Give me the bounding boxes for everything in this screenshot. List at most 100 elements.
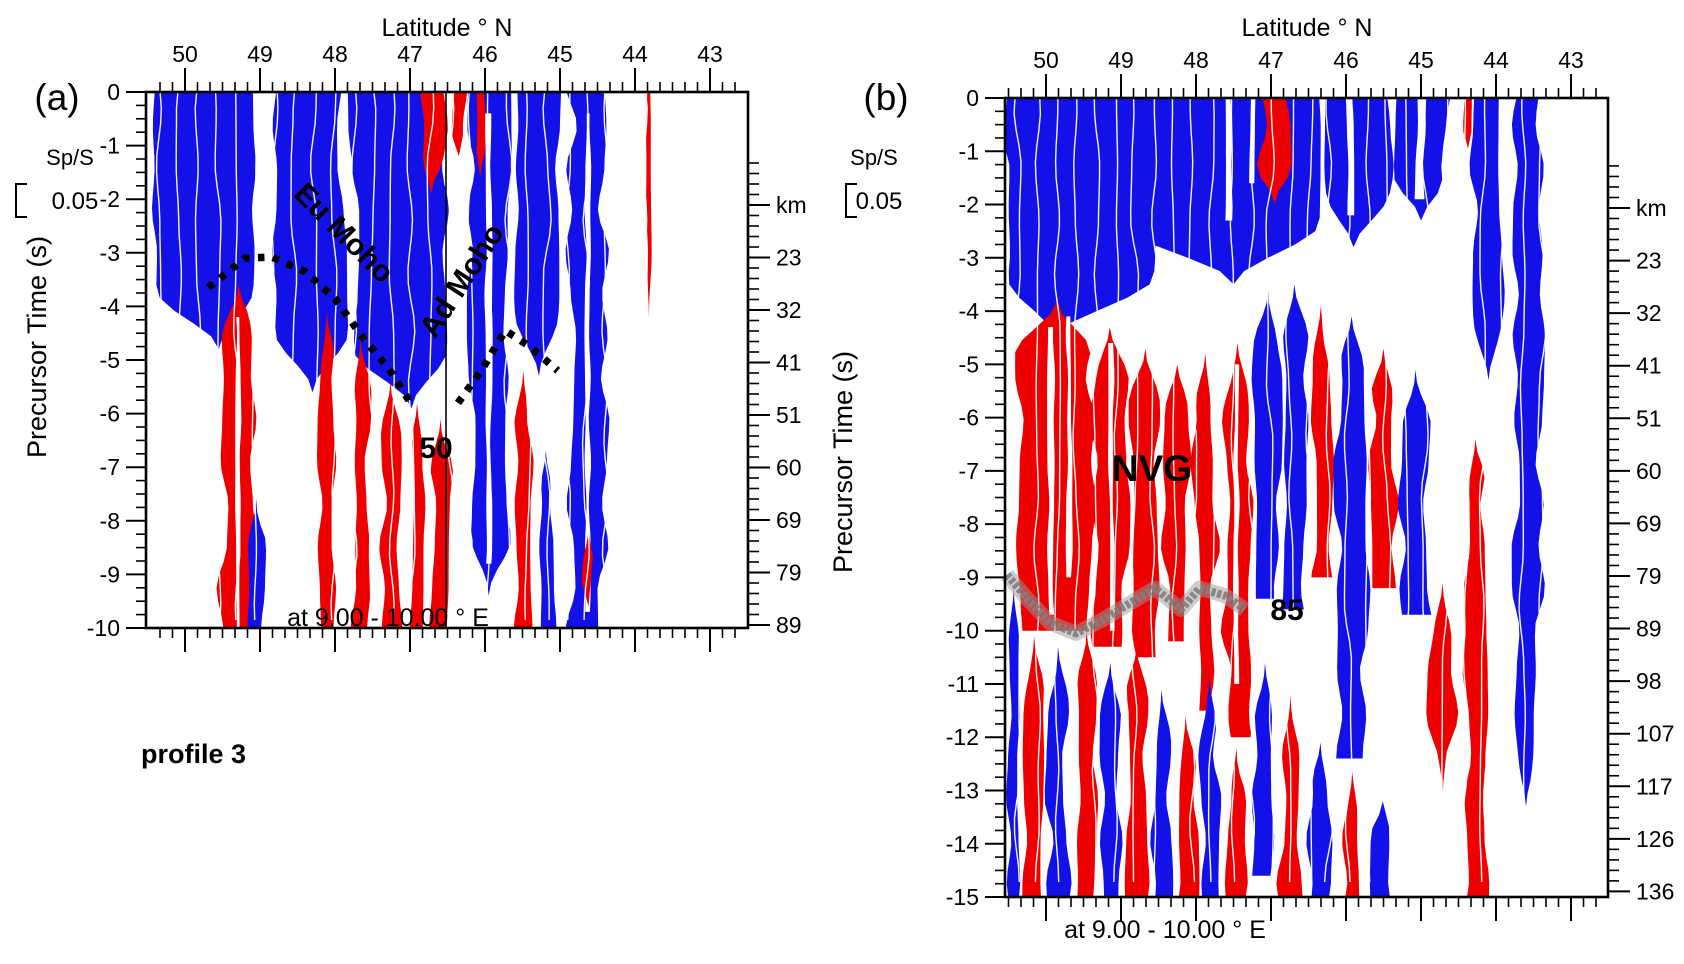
waveform-band <box>1276 694 1303 897</box>
trace-line <box>717 91 726 621</box>
waveform-band <box>513 370 534 628</box>
depth-axis-unit-label: km <box>1636 195 1667 221</box>
trace-line <box>213 91 222 621</box>
time-tick-label: -11 <box>947 671 979 697</box>
latitude-tick-label: 47 <box>1258 47 1284 73</box>
latitude-tick-label: 43 <box>1558 47 1584 73</box>
depth-tick-label: 117 <box>1636 773 1673 799</box>
trace-line <box>1013 97 1022 883</box>
depth-tick-label: 60 <box>1636 458 1662 484</box>
trace-line <box>1072 97 1081 883</box>
depth-tick-label: 126 <box>1636 826 1674 852</box>
trace-line <box>679 91 688 621</box>
waveform-band <box>451 92 468 157</box>
trace-line <box>1518 98 1527 883</box>
time-tick-label: -6 <box>959 405 979 431</box>
trace-line <box>329 91 338 621</box>
depth-tick-label: 51 <box>1636 405 1662 431</box>
time-tick-label: -8 <box>100 508 120 534</box>
time-tick-label: -6 <box>100 401 120 427</box>
trace-line <box>1265 97 1276 883</box>
panel-a-scale-value: 0.05 <box>52 188 99 215</box>
trace-line <box>698 91 705 621</box>
panel-a-bottom-caption: at 9.00 - 10.00 ° E <box>287 604 489 632</box>
latitude-tick-label: 48 <box>1183 47 1209 73</box>
panel-b-axes: 50 49 48 47 46 45 44 43 0 -1 -2 -3 -4 -5 -6 -7 -8 -9 -10 -1… <box>946 47 1674 921</box>
waveform-band <box>1333 316 1371 759</box>
latitude-tick-label: 49 <box>1108 47 1134 73</box>
panel-a-scale-name: Sp/S <box>46 145 94 170</box>
trace-line <box>406 91 416 620</box>
trace-line <box>1478 98 1487 883</box>
waveform-band <box>1368 348 1399 589</box>
time-tick-label: -4 <box>959 298 980 324</box>
latitude-tick-label: 50 <box>172 41 198 67</box>
panel-b-amplitude-scale-bracket-icon <box>845 183 857 218</box>
trace-line <box>349 91 358 621</box>
waveform-band <box>514 92 562 377</box>
waveform-band <box>1462 438 1490 897</box>
time-tick-label: -15 <box>946 884 979 910</box>
panel-b-picks <box>1001 569 1250 641</box>
panel-a-tag: (a) <box>34 77 79 118</box>
depth-tick-label: 89 <box>776 612 802 638</box>
waveform-band <box>1108 343 1115 631</box>
waveform-band <box>1369 801 1390 897</box>
time-tick-label: -14 <box>946 831 979 857</box>
panel-a-trace-lines <box>155 91 746 621</box>
depth-tick-label: 32 <box>776 297 802 323</box>
latitude-tick-label: 46 <box>1333 47 1359 73</box>
waveform-band <box>1022 636 1045 897</box>
trace-line <box>1595 97 1605 883</box>
waveform-band <box>1161 364 1192 642</box>
trace-line <box>1401 97 1411 883</box>
trace-line <box>1420 97 1430 883</box>
trace-line <box>388 91 396 621</box>
time-tick-label: -2 <box>100 186 120 212</box>
depth-tick-label: 98 <box>1636 668 1662 694</box>
time-tick-label: -1 <box>100 133 120 159</box>
waveform-band <box>1178 715 1200 897</box>
trace-line <box>619 91 629 621</box>
waveform-band <box>1099 662 1123 897</box>
latitude-tick-label: 43 <box>697 41 723 67</box>
trace-line <box>1247 97 1256 883</box>
trace-line <box>271 91 280 621</box>
trace-line <box>1576 97 1586 882</box>
latitude-tick-label: 45 <box>547 41 573 67</box>
panel-a-y-axis-title: Precursor Time (s) <box>22 236 52 458</box>
depth-tick-label: 51 <box>776 402 802 428</box>
time-tick-label: 0 <box>107 79 120 105</box>
waveform-band <box>379 381 403 628</box>
waveform-band <box>476 92 487 178</box>
trace-line <box>1111 97 1120 883</box>
panel-a-profile-label: profile 3 <box>141 739 246 769</box>
time-tick-label: -4 <box>100 293 121 319</box>
time-tick-label: -9 <box>100 561 120 587</box>
time-tick-label: -7 <box>100 454 120 480</box>
time-tick-label: -10 <box>87 615 120 641</box>
trace-line <box>1149 98 1159 883</box>
trace-line <box>1461 97 1469 883</box>
trace-line <box>155 91 164 621</box>
trace-line <box>194 91 202 621</box>
panel-a-top-axis-title: Latitude ° N <box>382 14 513 42</box>
waveform-band <box>1047 327 1056 615</box>
trace-line <box>641 91 649 621</box>
latitude-tick-label: 48 <box>322 41 348 67</box>
depth-axis-unit-label: km <box>776 192 807 218</box>
time-tick-label: -2 <box>959 192 979 218</box>
latitude-tick-label: 47 <box>397 41 423 67</box>
waveform-band <box>1469 98 1505 381</box>
waveform-band <box>1005 98 1162 338</box>
panel-b-top-axis-title: Latitude ° N <box>1242 14 1373 42</box>
plot-border <box>1003 96 1610 899</box>
latitude-tick-label: 49 <box>247 41 273 67</box>
trace-line <box>368 91 377 621</box>
time-tick-label: -5 <box>100 347 120 373</box>
trace-line <box>309 91 319 621</box>
depth-tick-label: 69 <box>776 507 802 533</box>
panel-b-scale-value: 0.05 <box>856 188 903 215</box>
trace-line <box>1053 97 1062 883</box>
